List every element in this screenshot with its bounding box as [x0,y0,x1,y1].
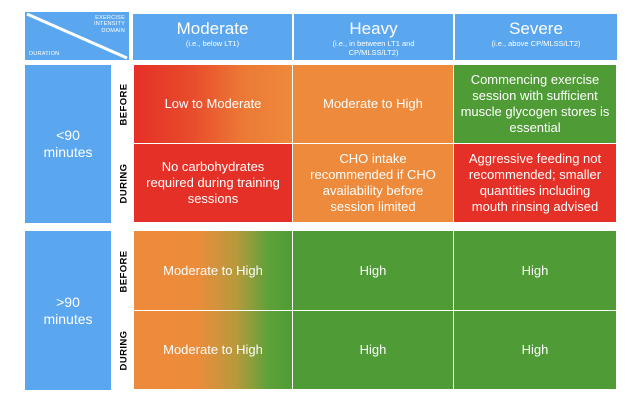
corner-header-cell: EXERCISE INTENSITY DOMAIN DURATION [25,12,129,60]
duration-long: >90 minutes [25,231,111,390]
cell-short-before-heavy: Moderate to High [293,65,454,144]
phase-during-long: DURING [118,330,130,371]
column-title: Moderate [176,19,249,38]
cell-long-during-severe: High [454,311,617,390]
duration-label: DURATION [29,51,60,57]
phase-before-long: BEFORE [118,250,130,292]
column-header-heavy: Heavy (i.e., in between LT1 and CP/MLSS/… [294,14,453,60]
column-header-severe: Severe (i.e., above CP/MLSS/LT2) [455,14,617,60]
cell-long-during-heavy: High [293,311,454,390]
cell-short-during-moderate: No carbohydrates required during trainin… [134,144,293,223]
cell-long-before-heavy: High [293,231,454,311]
cell-long-during-moderate: Moderate to High [134,311,293,390]
column-subtitle: (i.e., in between LT1 and CP/MLSS/LT2) [332,39,415,57]
column-header-moderate: Moderate (i.e., below LT1) [133,14,292,60]
diagonal-divider [26,12,128,60]
cell-short-during-heavy: CHO intake recommended if CHO availabili… [293,144,454,223]
phase-during-short: DURING [118,163,130,204]
cell-long-before-moderate: Moderate to High [134,231,293,311]
phase-before-short: BEFORE [118,83,130,126]
duration-short: <90 minutes [25,65,111,223]
intensity-domain-label: EXERCISE INTENSITY DOMAIN [93,15,125,34]
cell-short-before-severe: Commencing exercise session with suffici… [454,65,617,144]
column-title: Heavy [349,19,398,38]
column-title: Severe [509,19,563,38]
cell-short-before-moderate: Low to Moderate [134,65,293,144]
cell-short-during-severe: Aggressive feeding not recommended; smal… [454,144,617,223]
column-subtitle: (i.e., below LT1) [185,39,240,48]
cell-long-before-severe: High [454,231,617,311]
column-subtitle: (i.e., above CP/MLSS/LT2) [491,39,581,48]
